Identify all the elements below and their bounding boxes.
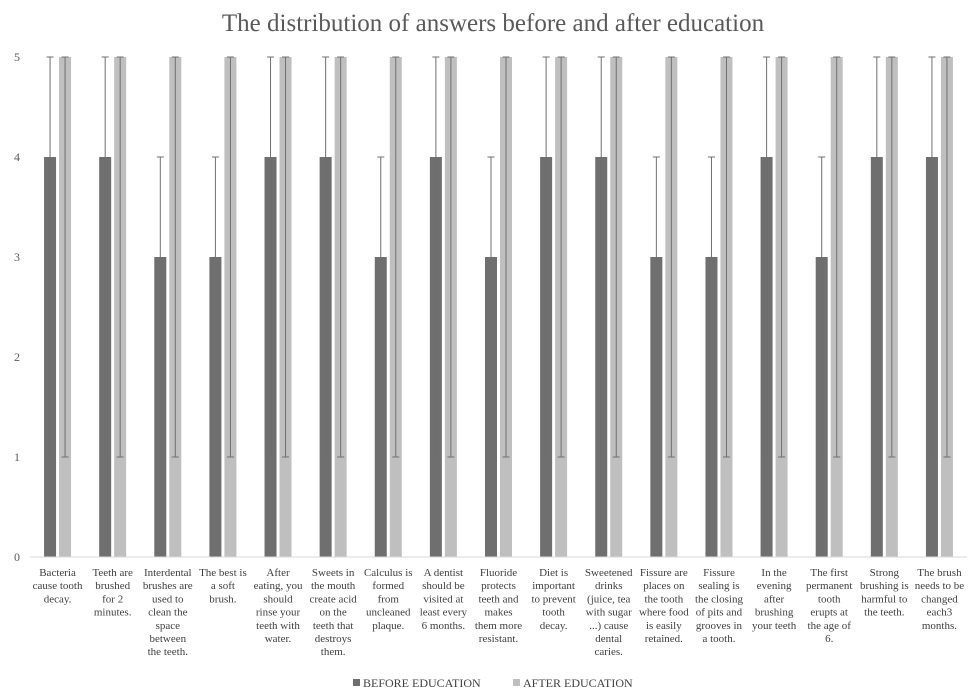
x-category-label: Sweets in the mouth create acid on the teeth… xyxy=(309,567,357,658)
legend-swatch xyxy=(513,679,520,686)
x-category-label: After eating, you should rinse your teeth wi… xyxy=(254,567,303,645)
y-tick-label: 1 xyxy=(14,450,20,464)
legend-label: BEFORE EDUCATION xyxy=(363,676,481,690)
y-tick-label: 2 xyxy=(14,350,20,364)
error-bars xyxy=(46,56,951,458)
x-category-label: A dentist should be visited at least every 6… xyxy=(420,567,468,632)
chart-title: The distribution of answers before and a… xyxy=(222,10,765,37)
y-tick-label: 5 xyxy=(14,50,20,64)
x-axis-labels: Bacteria cause tooth decay.Teeth are brushe… xyxy=(33,567,965,658)
legend-label: AFTER EDUCATION xyxy=(523,676,633,690)
x-category-label: In the evening after brushing your teeth xyxy=(752,567,797,632)
legend-swatch xyxy=(353,679,360,686)
x-category-label: Calculus is formed from uncleaned plaque. xyxy=(364,567,413,632)
y-axis: 0 1 2 3 4 5 xyxy=(14,50,20,564)
x-category-label: Fissure sealing is the closing of pits and g… xyxy=(695,567,743,645)
x-category-label: Teeth are brushed for 2 minutes. xyxy=(92,567,133,619)
x-category-label: Bacteria cause tooth decay. xyxy=(33,567,83,605)
y-tick-label: 0 xyxy=(14,550,20,564)
x-category-label: Fissure are places on the tooth where food i… xyxy=(639,567,689,645)
y-tick-label: 4 xyxy=(14,150,20,164)
x-category-label: Diet is important to prevent tooth decay. xyxy=(531,567,575,632)
x-category-label: Interdental brushes are used to clean the sp… xyxy=(143,567,193,658)
x-category-label: The first permanent tooth erupts at the age … xyxy=(806,567,852,645)
x-category-label: Strong brushing is harmful to the teeth. xyxy=(860,567,909,619)
x-category-label: The best is a soft brush. xyxy=(199,567,247,605)
x-category-label: The brush needs to be changed each3 months. xyxy=(915,567,965,632)
x-category-label: Fluoride protects teeth and makes them more r… xyxy=(475,567,522,645)
legend: BEFORE EDUCATION AFTER EDUCATION xyxy=(353,676,633,690)
y-tick-label: 3 xyxy=(14,250,20,264)
x-category-label: Sweetened drinks (juice, tea with sugar...)… xyxy=(585,567,633,658)
bars xyxy=(44,57,953,557)
